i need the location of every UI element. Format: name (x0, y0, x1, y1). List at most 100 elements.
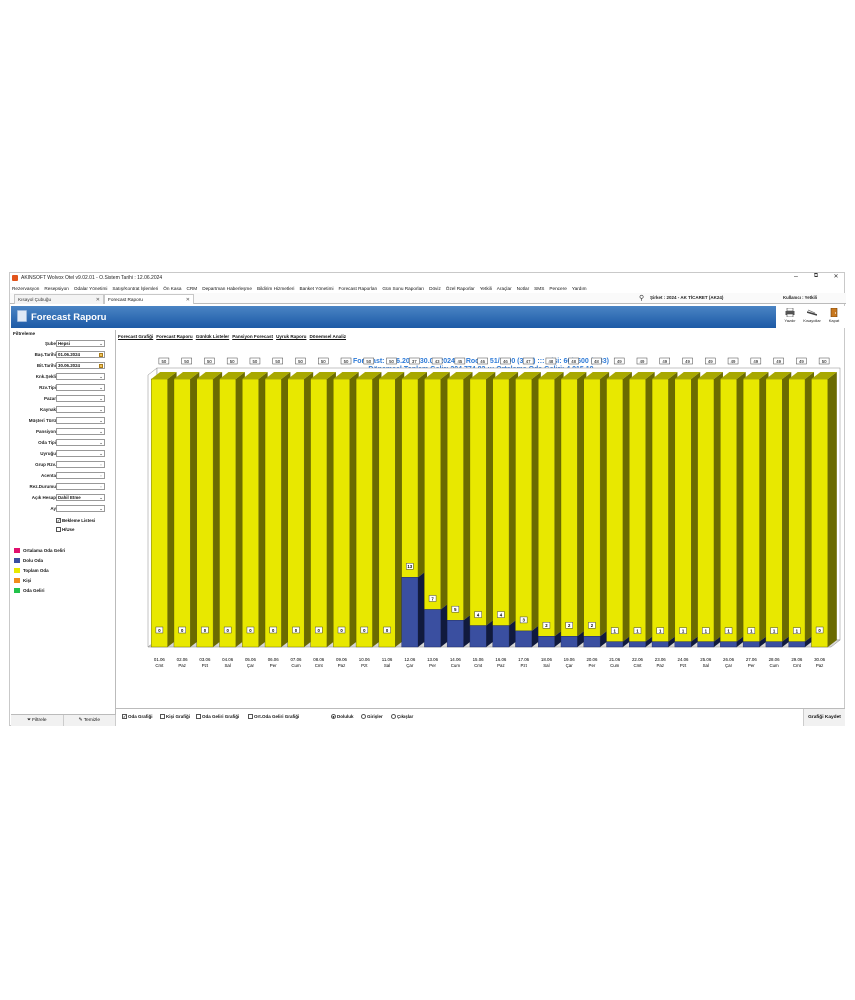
menu-item[interactable]: Ön Kasa (163, 286, 182, 291)
chevron-down-icon[interactable]: ⌄ (99, 385, 103, 390)
chevron-down-icon[interactable]: ⌄ (99, 451, 103, 456)
bar-toplam-oda (651, 378, 669, 642)
chart-mode-radio[interactable]: Çıkışlar (391, 714, 413, 720)
menu-item[interactable]: Yardım (571, 286, 587, 291)
toplam-oda-label-box (750, 357, 762, 365)
chevron-down-icon[interactable]: ⌄ (99, 374, 103, 379)
menu-item[interactable]: Departman Haberleşme (202, 286, 252, 291)
filter-field[interactable]: 30.06.2024 (56, 362, 105, 369)
radio-circle[interactable] (361, 714, 366, 720)
filter-field[interactable]: Dahil Etme ⌄ (56, 494, 105, 501)
legend-label: Kişi (23, 578, 32, 583)
menu-item[interactable]: CRM (186, 286, 198, 291)
tab-close-icon[interactable]: ✕ (95, 297, 100, 303)
save-chart-button[interactable]: Grafiği Kaydet (803, 709, 845, 726)
lookup-icon[interactable]: ▫ (100, 484, 102, 489)
toplam-oda-value-label: 50 (184, 359, 189, 364)
menu-item[interactable]: Notlar (516, 286, 530, 291)
tab-close-icon[interactable]: ✕ (185, 297, 190, 303)
menu-item[interactable]: SMS (534, 286, 545, 291)
chevron-down-icon[interactable]: ⌄ (99, 440, 103, 445)
bar-dolu-oda (742, 641, 760, 648)
menu-item[interactable]: Pencere (549, 286, 567, 291)
shortcuts-button[interactable]: Kısayollar (803, 308, 821, 328)
chevron-down-icon[interactable]: ⌄ (99, 407, 103, 412)
close-button[interactable]: ✕ (833, 274, 839, 280)
menu-item[interactable]: Banket Yönetimi (299, 286, 334, 291)
radio-circle[interactable]: ● (331, 714, 336, 720)
chart-option-checkbox[interactable]: Kişi Grafiği (160, 714, 190, 720)
filter-button[interactable]: ⏷ Filtrele (11, 715, 64, 726)
filter-field[interactable]: ⌄ (56, 395, 105, 402)
chevron-down-icon[interactable]: ⌄ (99, 506, 103, 511)
menu-item[interactable]: Rezervasyon (12, 286, 40, 291)
checkbox-box[interactable] (248, 714, 253, 720)
menu-item[interactable]: Yetkili (479, 286, 492, 291)
menu-item[interactable]: Araçlar (496, 286, 512, 291)
chart-option-checkbox[interactable]: ✓ Oda Grafiği (122, 714, 153, 720)
checkbox-box[interactable] (160, 714, 165, 720)
chevron-down-icon[interactable]: ⌄ (99, 418, 103, 423)
tab-kisayol-cubugu[interactable]: Kısayol Çubuğu ✕ (14, 294, 104, 304)
lookup-icon[interactable]: ▫ (100, 462, 102, 467)
toplam-oda-label-box (340, 357, 352, 365)
filter-field[interactable]: ▫ (56, 483, 105, 490)
subtab-item[interactable]: Günlük Listeler (195, 334, 230, 339)
lookup-icon[interactable]: ▫ (100, 473, 102, 478)
print-button[interactable]: Yazdır (782, 308, 798, 328)
menu-item[interactable]: Forecast Raporları (338, 286, 378, 291)
chart-mode-radio[interactable]: Girişler (361, 714, 383, 720)
chevron-down-icon[interactable]: ⌄ (99, 341, 103, 346)
filter-field[interactable]: ⌄ (56, 505, 105, 512)
x-tick-date: 06.06 (268, 657, 280, 662)
bar-toplam-oda (583, 378, 601, 637)
toplam-oda-value-label: 49 (662, 359, 667, 364)
tab-forecast-raporu[interactable]: Forecast Raporu ✕ (104, 294, 194, 304)
chart-option-checkbox[interactable]: Ort.Oda Geliri Grafiği (248, 714, 299, 720)
checkbox-box[interactable] (196, 714, 201, 720)
menu-item[interactable]: Bildirim Hizmetleri (256, 286, 295, 291)
filter-field[interactable]: ▫ (56, 461, 105, 468)
subtab-item[interactable]: Pansiyon Forecast (232, 334, 274, 339)
checkbox-box[interactable] (56, 527, 61, 533)
filter-checkbox[interactable]: ✓ Bekleme Listesi (56, 518, 116, 524)
clear-button[interactable]: ✎ Temizle (64, 715, 116, 726)
filter-field[interactable]: ⌄ (56, 373, 105, 380)
filter-field[interactable]: ▫ (56, 472, 105, 479)
filter-field[interactable]: Hepsi ⌄ (56, 340, 105, 347)
chart-option-checkbox[interactable]: Oda Geliri Grafiği (196, 714, 239, 720)
subtab-item[interactable]: Uyruk Raporu (276, 334, 307, 339)
menu-item[interactable]: Özel Raporlar (445, 286, 475, 291)
exit-button[interactable]: Kapat (826, 308, 842, 328)
menu-item[interactable]: Döviz (429, 286, 441, 291)
filter-field[interactable]: ⌄ (56, 417, 105, 424)
minimize-button[interactable]: – (794, 273, 798, 280)
filter-field[interactable]: ⌄ (56, 406, 105, 413)
chart-mode-radio[interactable]: ● Doluluk (331, 714, 354, 720)
calendar-icon[interactable] (99, 364, 103, 368)
chevron-down-icon[interactable]: ⌄ (99, 396, 103, 401)
menu-item[interactable]: Gün Sonu Raporları (382, 286, 425, 291)
filter-field[interactable]: ⌄ (56, 439, 105, 446)
checkbox-box[interactable]: ✓ (122, 714, 127, 720)
subtab-item[interactable]: Forecast Raporu (156, 334, 193, 339)
x-tick-date: 09.06 (336, 657, 348, 662)
filter-field[interactable]: ⌄ (56, 384, 105, 391)
menu-item[interactable]: Satış/Kontrat İşlemleri (112, 286, 159, 291)
filter-field[interactable]: 01.06.2024 (56, 351, 105, 358)
subtab-item[interactable]: Dönemsel Analiz (309, 334, 347, 339)
chevron-down-icon[interactable]: ⌄ (99, 495, 103, 500)
search-icon[interactable]: ⚲ (639, 295, 645, 302)
calendar-icon[interactable] (99, 353, 103, 357)
bar-dolu-oda (424, 609, 441, 648)
filter-checkbox[interactable]: H/Use (56, 527, 116, 533)
radio-circle[interactable] (391, 714, 396, 720)
subtab-item[interactable]: Forecast Grafiği (118, 334, 154, 339)
checkbox-box[interactable]: ✓ (56, 518, 61, 524)
filter-field[interactable]: ⌄ (56, 428, 105, 435)
filter-field[interactable]: ⌄ (56, 450, 105, 457)
menu-item[interactable]: Resepsiyon (44, 286, 69, 291)
menu-item[interactable]: Odalar Yönetimi (73, 286, 108, 291)
maximize-button[interactable]: ⧉ (813, 273, 819, 279)
chevron-down-icon[interactable]: ⌄ (99, 429, 103, 434)
